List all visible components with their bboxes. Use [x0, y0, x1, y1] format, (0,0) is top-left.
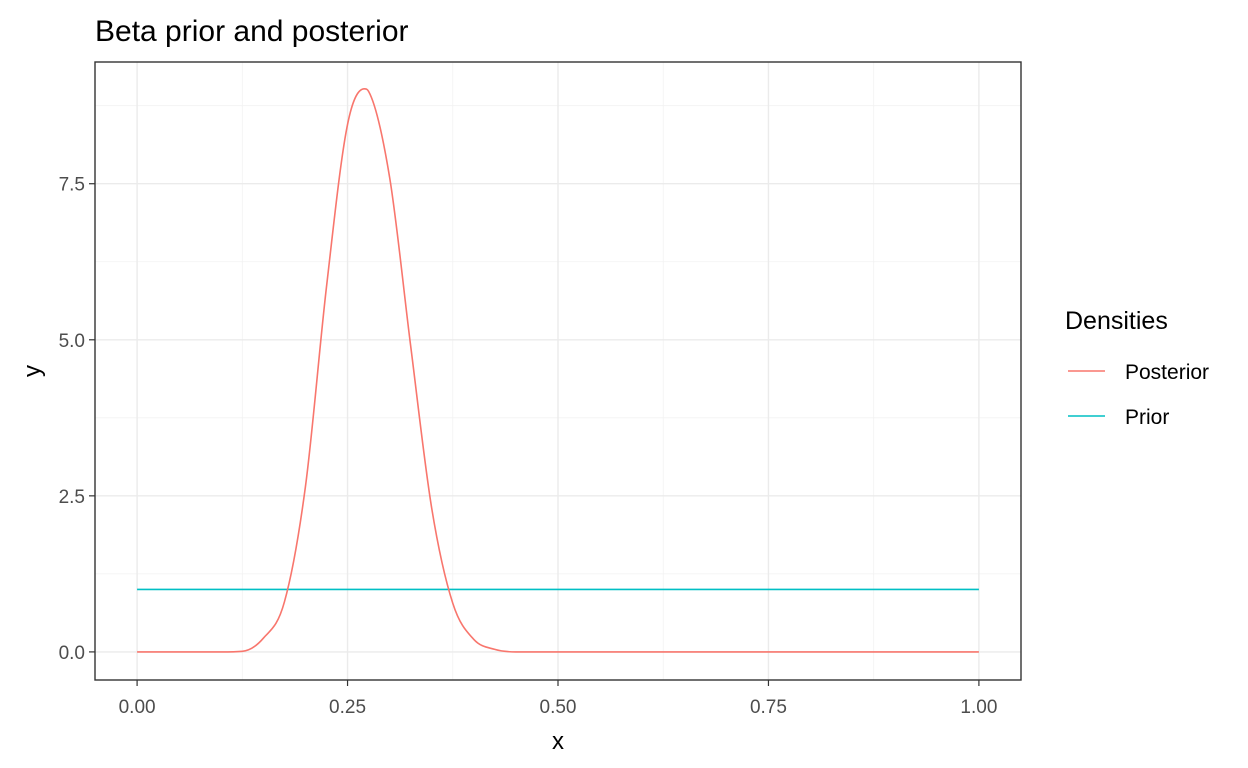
y-axis-ticks: 0.0 2.5 5.0 7.5 — [59, 175, 95, 664]
legend: Densities Posterior Prior — [1065, 307, 1209, 429]
series-line-posterior — [137, 88, 979, 653]
x-tick-label: 1.00 — [960, 697, 997, 718]
x-axis-ticks: 0.00 0.25 0.50 0.75 1.00 — [119, 680, 997, 718]
x-tick-label: 0.50 — [540, 697, 577, 718]
series-layer — [137, 88, 979, 653]
x-axis-title: x — [552, 728, 564, 755]
y-tick-label: 7.5 — [59, 175, 85, 196]
legend-title: Densities — [1065, 307, 1168, 335]
y-axis-title: y — [19, 365, 46, 377]
x-tick-label: 0.75 — [750, 697, 787, 718]
chart-title: Beta prior and posterior — [95, 15, 409, 48]
major-gridlines — [95, 62, 1021, 680]
x-tick-label: 0.25 — [329, 697, 366, 718]
y-tick-label: 2.5 — [59, 487, 85, 508]
legend-label-prior: Prior — [1125, 406, 1169, 429]
legend-label-posterior: Posterior — [1125, 361, 1209, 384]
y-tick-label: 5.0 — [59, 331, 85, 352]
x-tick-label: 0.00 — [119, 697, 156, 718]
y-tick-label: 0.0 — [59, 643, 85, 664]
